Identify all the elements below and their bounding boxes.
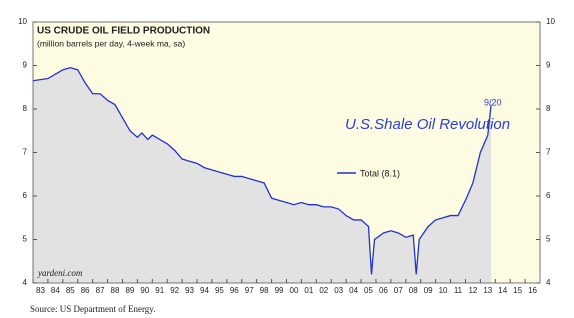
y2-tick-label: 5 (546, 235, 551, 244)
x-tick-label: 97 (245, 286, 254, 295)
chart-subtitle: (million barrels per day, 4-week ma, sa) (37, 38, 185, 48)
watermark: yardeni.com (37, 268, 83, 278)
x-tick-label: 95 (215, 286, 224, 295)
y2-tick-label: 10 (546, 17, 555, 26)
x-tick-label: 85 (66, 286, 75, 295)
chart-title: US CRUDE OIL FIELD PRODUCTION (37, 26, 210, 37)
legend-label: Total (8.1) (360, 168, 400, 178)
x-tick-label: 89 (125, 286, 134, 295)
y-tick-label: 9 (23, 61, 28, 70)
x-tick-label: 08 (409, 286, 418, 295)
x-tick-label: 93 (185, 286, 194, 295)
y-tick-label: 7 (23, 148, 28, 157)
x-tick-label: 01 (304, 286, 313, 295)
x-tick-label: 94 (200, 286, 209, 295)
x-tick-label: 14 (498, 286, 507, 295)
y-tick-label: 5 (23, 235, 28, 244)
x-tick-label: 06 (379, 286, 388, 295)
x-tick-label: 13 (483, 286, 492, 295)
x-tick-label: 99 (275, 286, 284, 295)
x-tick-label: 84 (51, 286, 60, 295)
source: Source: US Department of Energy. (30, 304, 155, 314)
y-tick-label: 4 (23, 278, 28, 287)
x-tick-label: 92 (170, 286, 179, 295)
x-tick-label: 90 (140, 286, 149, 295)
x-tick-label: 02 (319, 286, 328, 295)
y2-tick-label: 8 (546, 104, 551, 113)
x-tick-label: 07 (394, 286, 403, 295)
x-tick-label: 00 (290, 286, 299, 295)
x-tick-label: 83 (36, 286, 45, 295)
x-tick-label: 87 (96, 286, 105, 295)
x-tick-label: 11 (454, 286, 463, 295)
x-tick-label: 09 (424, 286, 433, 295)
x-tick-label: 86 (81, 286, 90, 295)
y2-tick-label: 9 (546, 61, 551, 70)
y2-tick-label: 6 (546, 191, 551, 200)
y2-tick-label: 4 (546, 278, 551, 287)
x-tick-label: 15 (513, 286, 522, 295)
annotation: 9/20 (484, 97, 502, 107)
x-tick-label: 12 (468, 286, 477, 295)
x-tick-label: 91 (155, 286, 164, 295)
x-tick-label: 16 (528, 286, 537, 295)
x-tick-label: 04 (349, 286, 358, 295)
y-tick-label: 8 (23, 104, 28, 113)
y-tick-label: 10 (18, 17, 27, 26)
x-tick-label: 98 (260, 286, 269, 295)
y2-tick-label: 7 (546, 148, 551, 157)
x-tick-label: 03 (334, 286, 343, 295)
line (32, 67, 492, 275)
annotation: U.S.Shale Oil Revolution (345, 116, 510, 133)
y-tick-label: 6 (23, 191, 28, 200)
x-tick-label: 88 (111, 286, 120, 295)
area (33, 67, 492, 284)
x-tick-label: 05 (364, 286, 373, 295)
x-tick-label: 96 (230, 286, 239, 295)
x-tick-label: 10 (439, 286, 448, 295)
